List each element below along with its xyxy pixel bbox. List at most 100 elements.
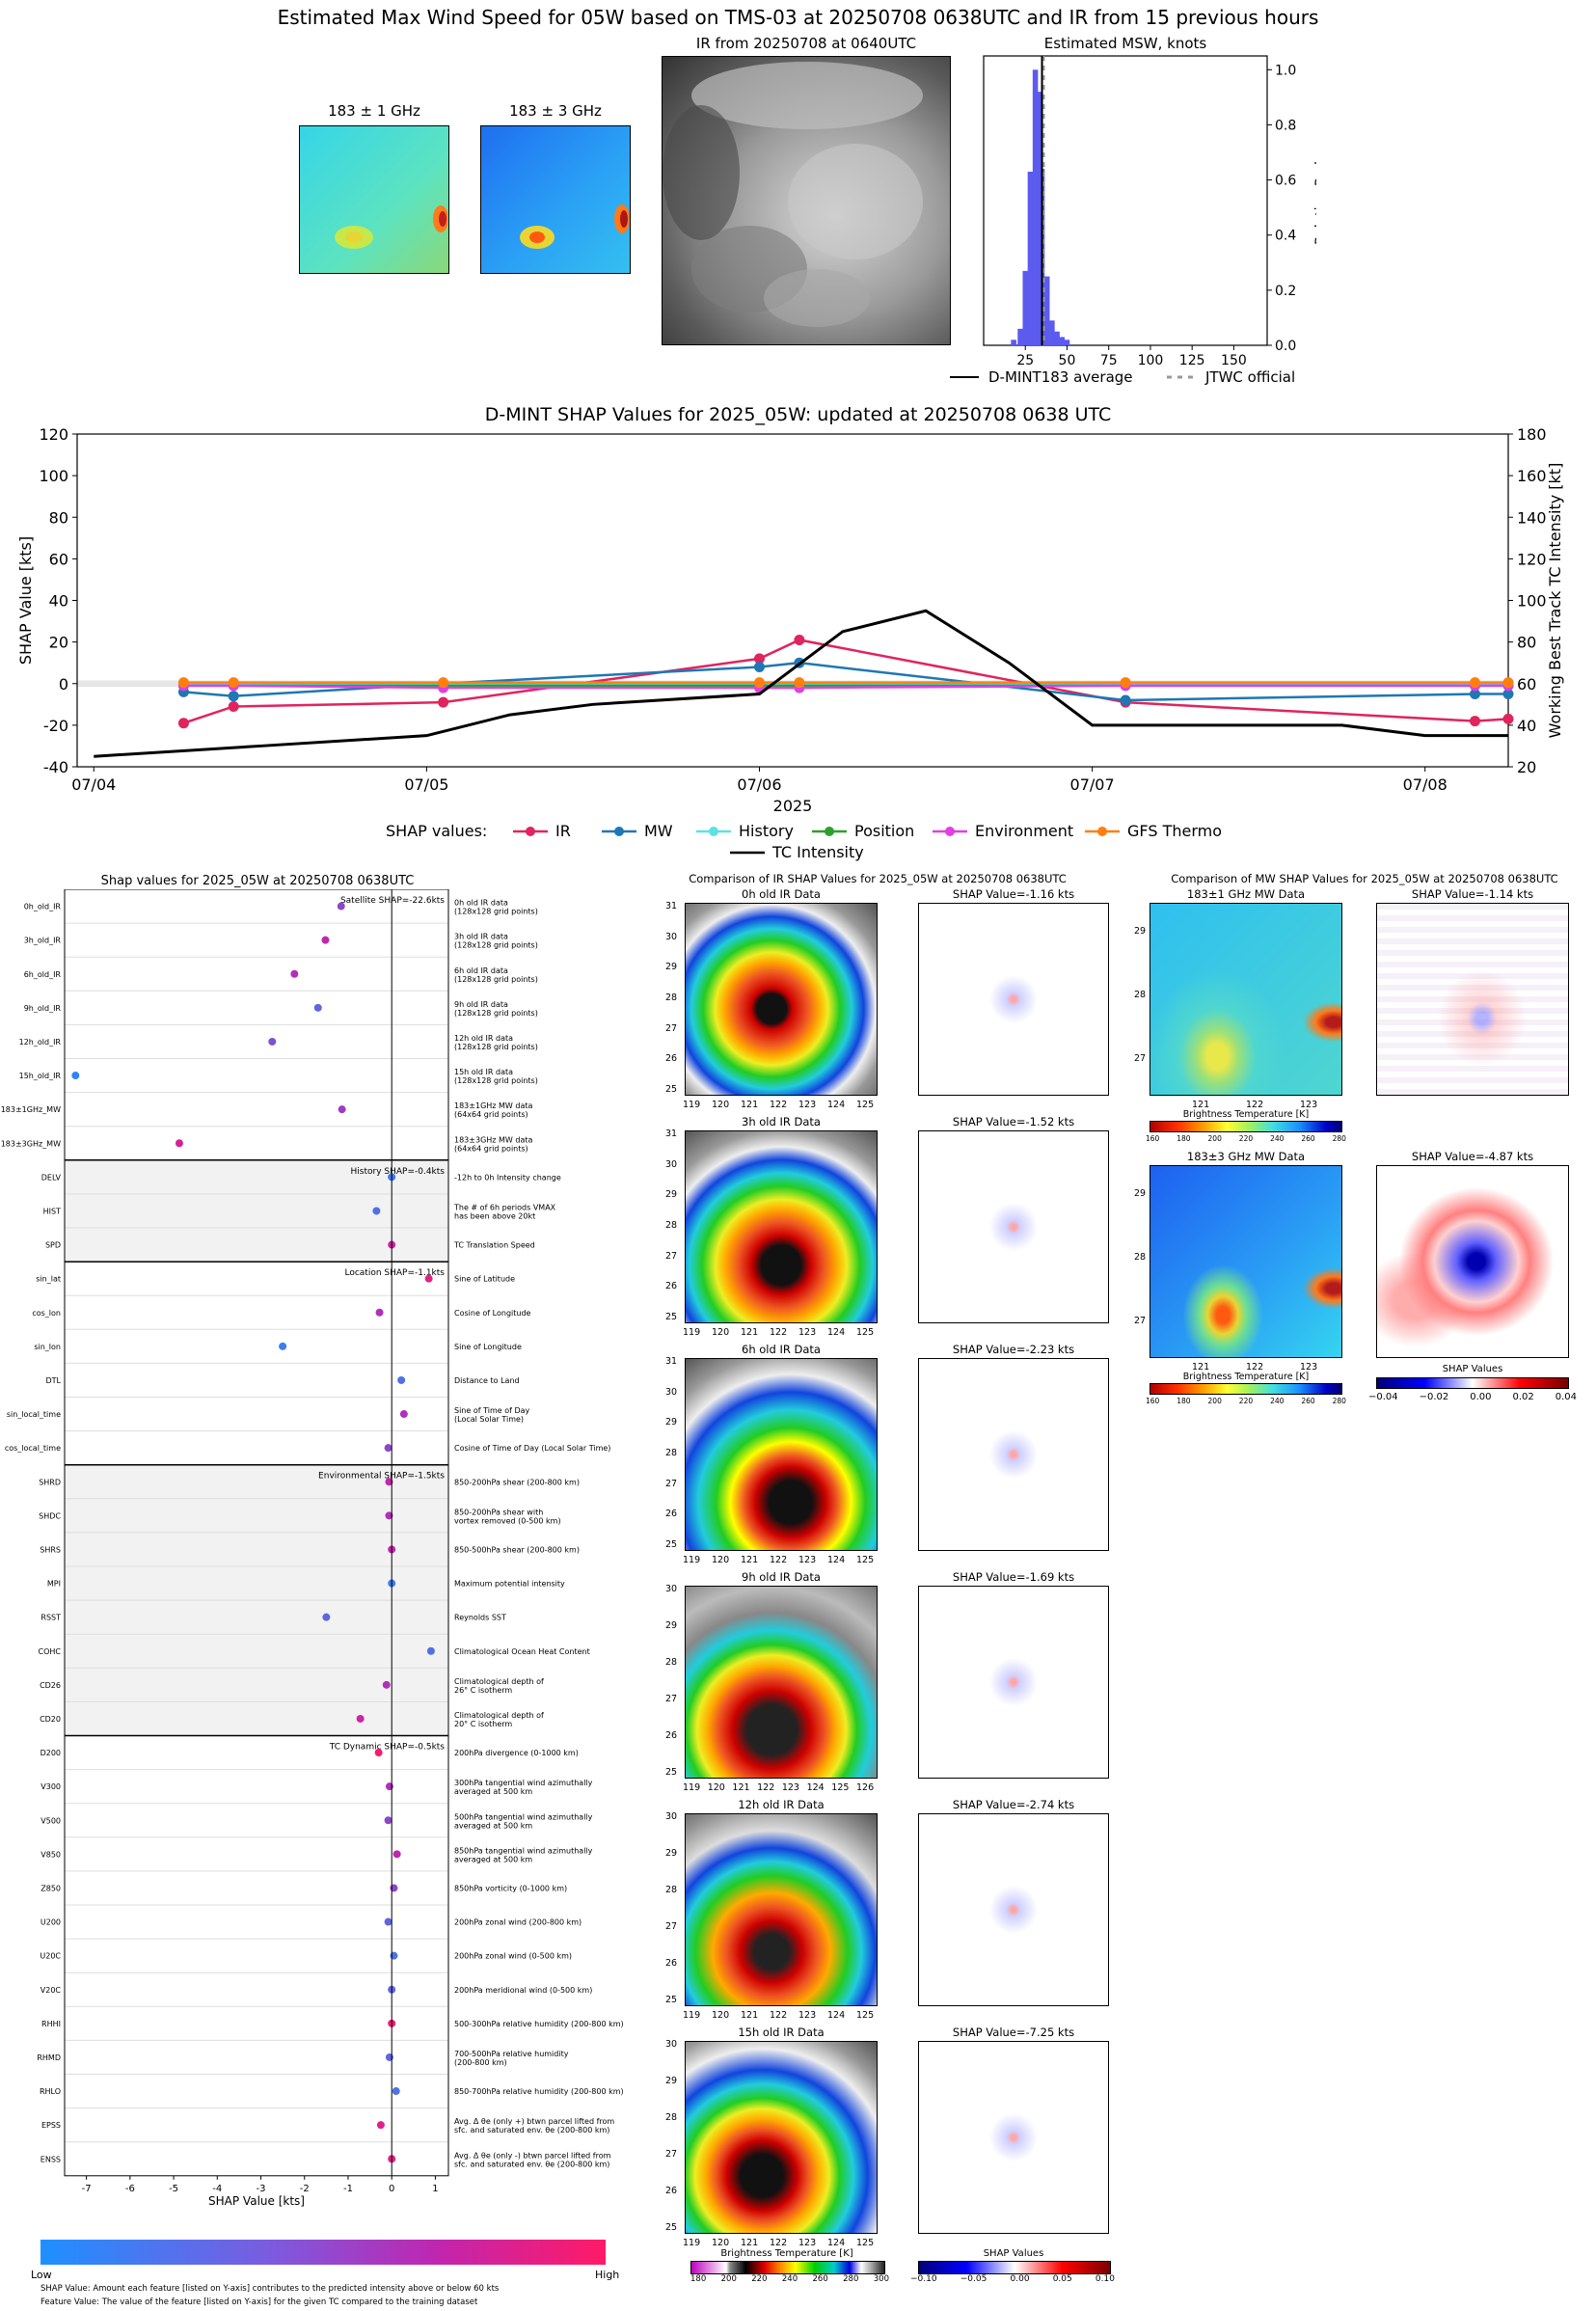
series-point-mw [1502, 689, 1514, 700]
ir-xtick: 125 [856, 1327, 875, 1338]
legend-intensity-swatch [730, 851, 765, 855]
feature-desc: 6h old IR data [454, 966, 508, 975]
mw-xtick: 122 [1246, 1100, 1264, 1110]
colorbar-high: High [595, 2269, 620, 2281]
ir-bt-colorbar [690, 2261, 885, 2274]
feature-name: COHC [39, 1647, 62, 1656]
ir-ytick: 27 [665, 1022, 678, 1034]
ir-bt-ticks: 180 200 220 240 260 280 300 [690, 2274, 889, 2284]
feature-desc: Reynolds SST [454, 1614, 506, 1622]
feature-point [384, 1917, 392, 1926]
hist-bar [1064, 340, 1070, 345]
series-point-gfs-thermo [794, 677, 805, 689]
feature-desc: (128x128 grid points) [454, 1043, 538, 1051]
mw-xtick: 122 [1246, 1362, 1264, 1373]
mw-ytick: 28 [1134, 990, 1147, 1000]
mw-shap-label: SHAP Values [1442, 1364, 1503, 1374]
hist-xtick-label: 50 [1059, 353, 1076, 368]
legend-ir: IR [555, 822, 571, 840]
feature-name: V850 [41, 1850, 61, 1859]
ir-ytick: 27 [665, 1250, 678, 1262]
mw-bt-colorbar [1150, 1121, 1342, 1132]
feature-name: SPD [45, 1241, 61, 1250]
ir-xtick: 125 [831, 1782, 850, 1793]
ir-xtick: 119 [683, 1555, 701, 1565]
ir-ytick: 28 [665, 2112, 678, 2123]
ir-shap-image [918, 1813, 1109, 2006]
mw-xtick: 123 [1300, 1362, 1318, 1373]
feature-desc: Maximum potential intensity [454, 1580, 565, 1589]
ir-xtick: 124 [827, 2010, 846, 2021]
legend-jtwc: JTWC official [1204, 368, 1295, 386]
hist-bar [1036, 92, 1041, 345]
mw-bt-tick: 280 [1332, 1397, 1346, 1405]
ir-shap-image [918, 2041, 1109, 2234]
ir-ytick: 26 [665, 1509, 678, 1520]
hist-bar [1011, 340, 1016, 345]
feature-colorbar [41, 2240, 606, 2265]
ir-ytick: 27 [665, 1921, 678, 1932]
feature-name: 183±3GHz_MW [1, 1139, 61, 1148]
feature-name: 183±1GHz_MW [1, 1105, 61, 1114]
mw-ytick: 27 [1134, 1053, 1147, 1064]
ir-panel-label: 6h old IR Data [742, 1343, 821, 1356]
hist-bar [1059, 337, 1066, 345]
feature-desc: 9h old IR data [454, 1000, 508, 1009]
hist-bar [1017, 328, 1023, 345]
ir-xtick: 122 [770, 1555, 788, 1565]
feature-desc: averaged at 500 km [454, 1821, 532, 1830]
mw-bt-colorbar [1150, 1383, 1342, 1395]
ir-ytick: 27 [665, 1694, 678, 1704]
feature-name: MPI [47, 1580, 61, 1589]
ir-bt-tick: 240 [781, 2274, 798, 2284]
feature-desc: Sine of Latitude [454, 1275, 515, 1284]
feature-point [372, 1207, 381, 1215]
ir-title: IR from 20250708 at 0640UTC [695, 35, 917, 52]
mw-shap-tick: 0.02 [1512, 1392, 1534, 1402]
ir-xtick: 119 [683, 2010, 701, 2021]
group-shade [65, 1159, 448, 1263]
feature-point [392, 2087, 400, 2096]
feature-desc: 850-200hPa shear with [454, 1508, 543, 1516]
feature-desc: -12h to 0h Intensity change [454, 1173, 561, 1182]
ir-shap-ticks: −0.10 −0.05 0.00 0.05 0.10 [910, 2274, 1115, 2284]
feature-xlabel: SHAP Value [kts] [208, 2194, 305, 2208]
ts-ytick-label: 120 [39, 425, 68, 444]
ts-ytick-label: -40 [43, 758, 68, 776]
group-label: TC Dynamic SHAP=-0.5kts [329, 1743, 446, 1753]
ir-ytick: 29 [665, 1189, 678, 1201]
feature-name: sin_lon [34, 1343, 61, 1351]
feature-name: 0h_old_IR [24, 903, 62, 911]
ts-ytick-label: 40 [49, 592, 68, 611]
feature-desc: Distance to Land [454, 1376, 520, 1385]
feature-desc: sfc. and saturated env. θe (200-800 km) [454, 2160, 609, 2168]
legend-environment: Environment [975, 822, 1074, 840]
hist-ylabel: Relative Prob [1313, 156, 1316, 245]
feature-desc: 20° C isotherm [454, 1720, 512, 1728]
mw3-image [480, 125, 631, 274]
feature-name: 6h_old_IR [24, 970, 62, 979]
ir-bt-tick: 260 [812, 2274, 828, 2284]
ir-ytick: 25 [665, 1767, 678, 1778]
mw-bt-tick: 160 [1146, 1397, 1160, 1405]
ir-ytick: 29 [665, 1848, 678, 1859]
mw-bt-ticks: 160 180 200 220 240 260 280 [1146, 1134, 1346, 1143]
ir-panel-image [685, 1813, 878, 2006]
feature-name: RHMD [37, 2053, 61, 2062]
feature-point [384, 1444, 392, 1453]
ir-ytick: 30 [665, 931, 678, 942]
mw-xtick: 121 [1192, 1362, 1210, 1373]
feature-xtick-label: 1 [432, 2184, 438, 2194]
feature-name: RSST [41, 1614, 61, 1622]
ir-ytick: 30 [665, 1811, 678, 1822]
mw-panel-image [1150, 1165, 1342, 1358]
histogram-chart: 25 50 75 100 125 150 0.0 0.2 0.4 0.6 0.8 1.0 Relativ… [950, 55, 1316, 386]
ir-xtick: 119 [683, 1327, 701, 1338]
mw-bt-tick: 240 [1270, 1397, 1285, 1405]
ir-ytick: 27 [665, 2149, 678, 2160]
ir-ytick: 31 [665, 901, 678, 911]
series-point-mw [753, 662, 765, 672]
ts-xlabel: 2025 [773, 797, 813, 815]
hist-ytick-label: 0.2 [1275, 284, 1296, 299]
feature-point [71, 1072, 80, 1080]
